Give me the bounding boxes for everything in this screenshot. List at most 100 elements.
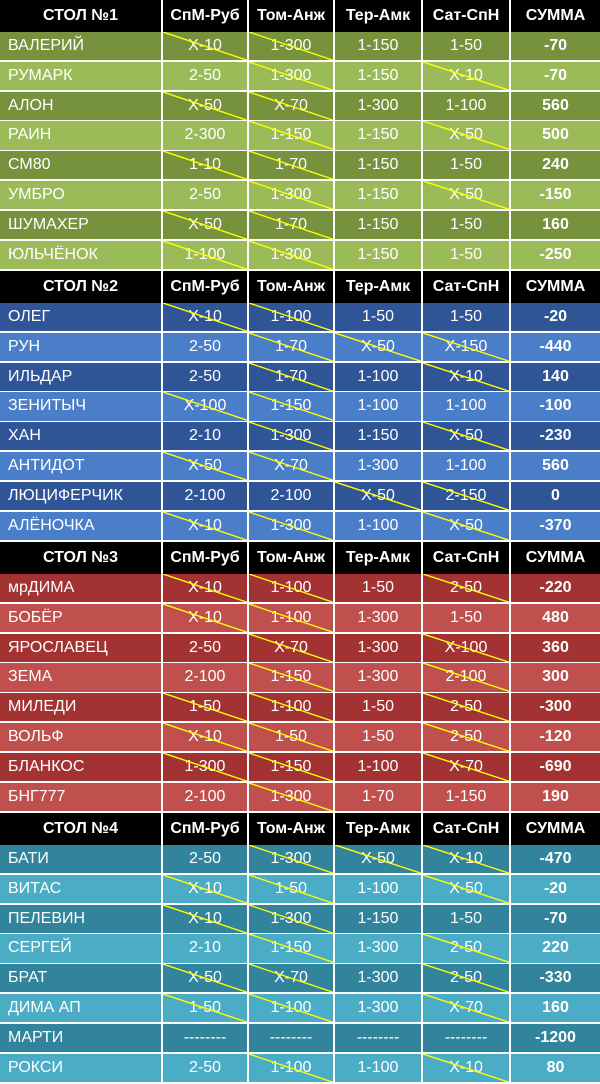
bet-cell: -------- (249, 1023, 333, 1052)
cell-text: 1-300 (270, 427, 312, 445)
table-row: ЮЛЬЧЁНОК 1-100 1-300 1-150 1-50 -250 (0, 240, 600, 269)
cell-text: 1-50 (188, 999, 222, 1017)
cell-text: 1-300 (357, 96, 399, 114)
sum-cell: -440 (511, 332, 600, 361)
cell-text: Х-10 (188, 516, 222, 534)
bet-cell: 1-150 (335, 210, 421, 239)
bet-cell: 1-150 (335, 181, 421, 210)
cell-text: Х-70 (274, 457, 308, 475)
cell-text: -------- (269, 1028, 313, 1046)
cell-text: МАРТИ (8, 1028, 64, 1046)
bet-cell: Х-10 (163, 32, 247, 61)
bet-cell: Х-10 (423, 1053, 509, 1082)
player-name-cell: СМ80 (0, 151, 161, 180)
table-row: ВОЛЬФ Х-10 1-50 1-50 2-50 -120 (0, 723, 600, 752)
header-sat-spn-col: Сат-СпН (423, 271, 509, 303)
bet-cell: Х-50 (423, 181, 509, 210)
cell-text: АНТИДОТ (8, 457, 85, 475)
header-tom-anzh-col: Том-Анж (249, 271, 333, 303)
cell-text: Х-70 (449, 757, 483, 775)
player-name-cell: ВИТАС (0, 874, 161, 903)
header-ter-amk-col: Тер-Амк (335, 271, 421, 303)
bet-cell: 2-10 (163, 934, 247, 963)
cell-text: Х-70 (274, 96, 308, 114)
cell-text: 480 (542, 608, 569, 626)
header-ter-amk-col: Тер-Амк (335, 542, 421, 574)
cell-text: ИЛЬДАР (8, 367, 73, 385)
sum-cell: -470 (511, 845, 600, 874)
cell-text: 1-150 (270, 757, 312, 775)
header-sat-spn-col: Сат-СпН (423, 542, 509, 574)
bet-cell: Х-150 (423, 332, 509, 361)
cell-text: 1-150 (270, 939, 312, 957)
table-2-header: СТОЛ №2 СпМ-Руб Том-Анж Тер-Амк Сат-СпН СУММА (0, 271, 600, 303)
cell-text: БАТИ (8, 850, 49, 868)
bet-cell: Х-70 (249, 452, 333, 481)
player-name-cell: ПЕЛЕВИН (0, 904, 161, 933)
player-name-cell: АЛОН (0, 91, 161, 120)
bet-cell: 1-100 (335, 752, 421, 781)
bet-cell: 1-300 (335, 964, 421, 993)
cell-text: 1-150 (357, 37, 399, 55)
bet-cell: 1-100 (335, 511, 421, 540)
table-row: МАРТИ -------- -------- -------- -------- -12… (0, 1023, 600, 1052)
cell-text: АЛОН (8, 96, 54, 114)
cell-text: СТОЛ №4 (43, 820, 118, 837)
cell-text: ПЕЛЕВИН (8, 909, 86, 927)
cell-text: СТОЛ №1 (43, 7, 118, 24)
bet-cell: 2-50 (163, 845, 247, 874)
cell-text: 1-50 (449, 37, 483, 55)
cell-text: 1-100 (445, 96, 487, 114)
cell-text: СУММА (525, 7, 586, 24)
bet-cell: 1-100 (249, 603, 333, 632)
bet-cell: 1-150 (335, 121, 421, 150)
table-row: мрДИМА Х-10 1-100 1-50 2-50 -220 (0, 574, 600, 603)
cell-text: 1-150 (445, 787, 487, 805)
cell-text: 1-100 (270, 1058, 312, 1076)
cell-text: 1-100 (270, 698, 312, 716)
cell-text: УМБРО (8, 186, 65, 204)
cell-text: 2-10 (188, 427, 222, 445)
cell-text: Тер-Амк (345, 278, 411, 295)
cell-text: 1-100 (357, 757, 399, 775)
bet-cell: 1-150 (249, 121, 333, 150)
bet-cell: 1-50 (335, 723, 421, 752)
bet-cell: 1-50 (249, 723, 333, 752)
bet-cell: 1-50 (163, 693, 247, 722)
bet-cell: 1-300 (335, 663, 421, 692)
cell-text: СпМ-Руб (170, 820, 240, 837)
cell-text: 1-300 (270, 787, 312, 805)
sum-cell: -300 (511, 693, 600, 722)
bet-cell: 1-300 (249, 32, 333, 61)
table-row: УМБРО 2-50 1-300 1-150 Х-50 -150 (0, 181, 600, 210)
cell-text: 1-300 (357, 999, 399, 1017)
cell-text: 1-100 (357, 1058, 399, 1076)
cell-text: 560 (542, 457, 569, 475)
cell-text: Сат-СпН (432, 549, 500, 566)
sum-cell: -370 (511, 511, 600, 540)
player-name-cell: РУН (0, 332, 161, 361)
cell-text: -70 (543, 66, 568, 84)
cell-text: 1-50 (449, 608, 483, 626)
cell-text: 1-50 (361, 308, 395, 326)
table-row: АЛОН Х-50 Х-70 1-300 1-100 560 (0, 91, 600, 120)
table-row: ВИТАС Х-10 1-50 1-100 Х-50 -20 (0, 874, 600, 903)
table-row: ДИМА АП 1-50 1-100 1-300 Х-70 160 (0, 994, 600, 1023)
header-sum-col: СУММА (511, 271, 600, 303)
cell-text: -440 (539, 337, 572, 355)
cell-text: Х-10 (188, 728, 222, 746)
bet-cell: 1-300 (335, 91, 421, 120)
bet-cell: 1-50 (335, 574, 421, 603)
bet-cell: 1-50 (335, 693, 421, 722)
bet-cell: 2-50 (163, 633, 247, 662)
player-name-cell: ОЛЕГ (0, 303, 161, 332)
cell-text: Х-10 (188, 879, 222, 897)
bet-cell: Х-50 (423, 121, 509, 150)
table-row: АНТИДОТ Х-50 Х-70 1-300 1-100 560 (0, 452, 600, 481)
cell-text: -------- (356, 1028, 400, 1046)
table-row: БАТИ 2-50 1-300 Х-50 Х-10 -470 (0, 845, 600, 874)
cell-text: 2-50 (188, 186, 222, 204)
cell-text: 1-50 (274, 728, 308, 746)
cell-text: Х-70 (274, 969, 308, 987)
